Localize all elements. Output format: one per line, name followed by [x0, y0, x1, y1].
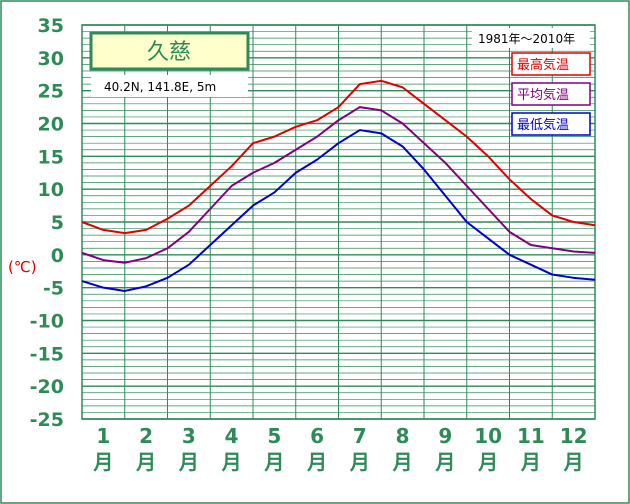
series-line-min — [81, 129, 596, 292]
x-tick-label: 7 — [353, 424, 367, 448]
y-tick-label: 35 — [38, 15, 64, 37]
y-tick-label: -25 — [30, 409, 64, 431]
x-tick-unit: 月 — [434, 450, 455, 474]
legend-max-label: 最高気温 — [517, 57, 569, 73]
x-tick-unit: 月 — [477, 450, 498, 474]
legend-max-box — [511, 52, 591, 76]
x-tick-unit: 月 — [306, 450, 327, 474]
location-box — [91, 75, 248, 97]
legend-min-label: 最低気温 — [517, 117, 569, 133]
x-tick-label: 3 — [182, 424, 196, 448]
station-name: 久慈 — [147, 40, 191, 65]
x-tick-label: 1 — [96, 424, 110, 448]
y-tick-label: -20 — [30, 376, 64, 398]
station-location: 40.2N, 141.8E, 5m — [104, 80, 216, 94]
x-tick-label: 6 — [310, 424, 324, 448]
y-tick-label: 20 — [38, 114, 64, 136]
y-tick-label: 15 — [38, 146, 64, 168]
x-tick-label: 4 — [225, 424, 239, 448]
x-tick-unit: 月 — [263, 450, 284, 474]
y-tick-label: 25 — [38, 81, 64, 103]
y-tick-label: 5 — [51, 212, 64, 234]
x-tick-unit: 月 — [392, 450, 413, 474]
legend-mean-label: 平均気温 — [517, 87, 569, 103]
x-tick-unit: 月 — [520, 450, 541, 474]
y-tick-label: 30 — [38, 48, 64, 70]
x-tick-label: 8 — [396, 424, 410, 448]
y-axis-label: (℃) — [8, 258, 37, 276]
period-box — [472, 28, 590, 48]
y-tick-label: -5 — [43, 278, 64, 300]
series-lines — [81, 79, 596, 292]
y-tick-label: 0 — [51, 245, 64, 267]
gridlines — [82, 24, 595, 420]
x-tick-unit: 月 — [92, 450, 113, 474]
x-tick-label: 5 — [267, 424, 281, 448]
station-title-box — [89, 31, 250, 71]
x-tick-unit: 月 — [349, 450, 370, 474]
y-tick-label: 10 — [38, 179, 64, 201]
legend-min-box — [511, 112, 591, 136]
x-tick-label: 11 — [517, 424, 545, 448]
x-tick-label: 9 — [438, 424, 452, 448]
x-tick-unit: 月 — [178, 450, 199, 474]
x-tick-unit: 月 — [135, 450, 156, 474]
x-tick-unit: 月 — [221, 450, 242, 474]
x-tick-unit: 月 — [563, 450, 584, 474]
series-line-max — [81, 79, 596, 235]
y-tick-label: -10 — [30, 311, 64, 333]
x-tick-label: 2 — [139, 424, 153, 448]
x-tick-label: 12 — [560, 424, 588, 448]
legend-mean-box — [511, 82, 591, 106]
series-line-mean — [81, 106, 596, 264]
period-label: 1981年〜2010年 — [478, 32, 575, 46]
x-tick-label: 10 — [474, 424, 502, 448]
y-tick-label: -15 — [30, 343, 64, 365]
y-tick-labels: 35 30 25 20 15 10 5 0 -5 -10 -15 -20 -25 — [30, 15, 64, 431]
legend: 最高気温 平均気温 最低気温 — [511, 52, 591, 136]
